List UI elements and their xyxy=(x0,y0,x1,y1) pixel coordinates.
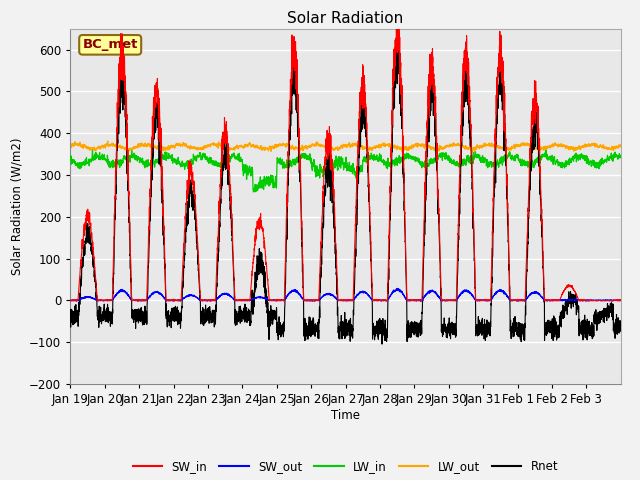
Text: BC_met: BC_met xyxy=(83,38,138,51)
Title: Solar Radiation: Solar Radiation xyxy=(287,11,404,26)
Legend: SW_in, SW_out, LW_in, LW_out, Rnet: SW_in, SW_out, LW_in, LW_out, Rnet xyxy=(128,455,563,478)
Y-axis label: Solar Radiation (W/m2): Solar Radiation (W/m2) xyxy=(11,138,24,275)
X-axis label: Time: Time xyxy=(331,409,360,422)
